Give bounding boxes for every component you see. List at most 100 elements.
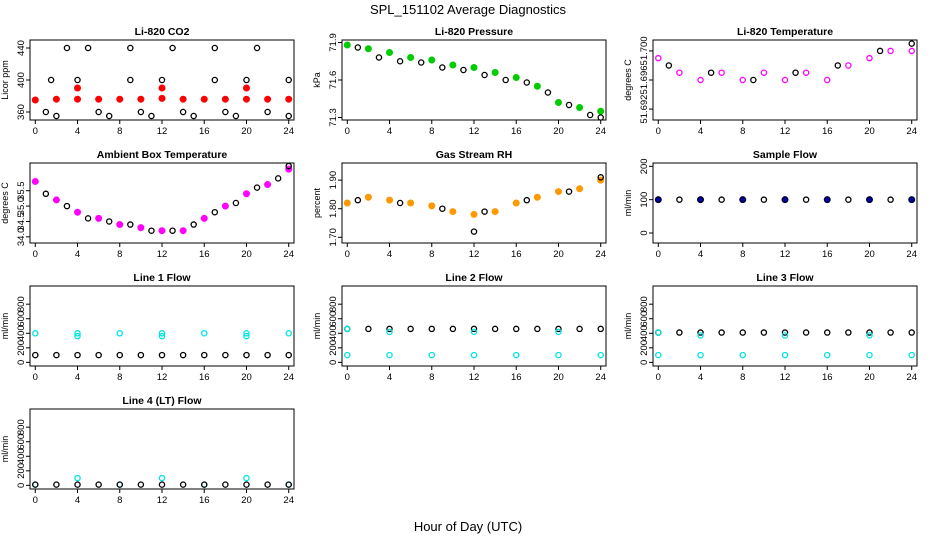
data-point xyxy=(127,76,134,84)
y-tick-label: 0 xyxy=(639,360,650,365)
plot-frame xyxy=(29,285,295,367)
data-point xyxy=(750,76,757,84)
data-point xyxy=(190,221,197,228)
data-point xyxy=(95,351,102,359)
x-tick-label: 24 xyxy=(595,249,606,260)
panel-title: Line 3 Flow xyxy=(756,272,814,284)
x-tick-label: 12 xyxy=(157,372,168,383)
series-2 xyxy=(344,325,604,359)
y-tick-label: 1.80 xyxy=(328,199,339,218)
y-tick-label: 0 xyxy=(16,360,27,365)
data-point xyxy=(386,196,394,204)
data-point xyxy=(449,61,457,69)
x-tick-label: 4 xyxy=(387,372,392,383)
panel-title: Li-820 Pressure xyxy=(435,26,513,38)
series-2 xyxy=(655,196,915,203)
data-point xyxy=(285,330,292,337)
data-point xyxy=(53,351,60,359)
y-tick-label: 600 xyxy=(328,311,339,327)
x-tick-label: 20 xyxy=(864,372,875,383)
data-point xyxy=(222,108,229,116)
data-point xyxy=(802,329,810,336)
data-point xyxy=(274,175,282,182)
data-point xyxy=(512,74,520,81)
series-1 xyxy=(42,44,292,120)
data-point xyxy=(908,351,915,359)
x-tick-label: 24 xyxy=(283,126,294,137)
plot-frame xyxy=(29,39,295,121)
data-point xyxy=(533,193,541,201)
y-axis-label: Licor ppm xyxy=(0,60,10,100)
data-point xyxy=(887,47,894,55)
series-2 xyxy=(354,44,604,121)
data-point xyxy=(74,76,81,84)
panel-1: Li-820 CO2 Licor ppm 0 4 8 12 16 20 24 360 400 440 xyxy=(0,26,295,137)
x-tick-label: 16 xyxy=(199,495,210,506)
data-point xyxy=(845,62,852,69)
plot-frame xyxy=(29,408,295,490)
x-tick-label: 8 xyxy=(429,372,434,383)
plot-frame xyxy=(341,162,607,244)
y-tick-label: 400 xyxy=(16,448,27,464)
data-point xyxy=(169,227,176,234)
y-tick-label: 71.6 xyxy=(328,71,339,90)
data-point xyxy=(243,332,250,340)
data-point xyxy=(211,76,219,84)
data-point xyxy=(502,76,509,84)
y-tick-label: 0 xyxy=(639,230,650,235)
x-tick-label: 4 xyxy=(75,126,80,137)
y-tick-label: 34.5 xyxy=(16,212,27,231)
data-point xyxy=(243,351,250,359)
panel-6: Sample Flow ml/min 0 4 8 12 16 20 24 0 100 200 xyxy=(623,149,918,260)
x-tick-label: 12 xyxy=(157,126,168,137)
data-point xyxy=(243,481,250,488)
y-tick-label: 35.5 xyxy=(16,181,27,200)
data-point xyxy=(565,188,573,195)
x-tick-label: 24 xyxy=(906,249,917,260)
panel-7: Line 1 Flow ml/min 0 4 8 12 16 20 24 0 20040060080… xyxy=(0,272,295,383)
data-point xyxy=(116,481,124,488)
data-point xyxy=(554,99,562,106)
y-tick-label: 51.696 xyxy=(639,65,650,94)
data-point xyxy=(179,95,187,103)
x-tick-label: 8 xyxy=(429,249,434,260)
data-point xyxy=(470,325,478,333)
plot-frame xyxy=(652,285,918,367)
x-tick-label: 8 xyxy=(740,126,745,137)
series-1 xyxy=(343,41,605,115)
x-tick-label: 8 xyxy=(740,249,745,260)
data-point xyxy=(439,64,446,71)
data-point xyxy=(887,329,894,336)
data-point xyxy=(597,174,604,181)
x-tick-label: 8 xyxy=(117,126,122,137)
data-point xyxy=(739,329,747,336)
y-tick-label: 100 xyxy=(639,192,650,208)
y-tick-label: 200 xyxy=(639,158,650,174)
x-tick-label: 20 xyxy=(241,372,252,383)
data-point xyxy=(697,196,704,203)
x-tick-label: 4 xyxy=(75,372,80,383)
data-point xyxy=(127,44,134,52)
y-axis-label: percent xyxy=(312,187,322,218)
y-tick-label: 200 xyxy=(16,340,27,356)
data-point xyxy=(449,208,457,216)
x-tick-label: 20 xyxy=(241,249,252,260)
x-tick-label: 16 xyxy=(511,372,522,383)
x-tick-label: 0 xyxy=(656,126,661,137)
data-point xyxy=(74,351,81,359)
y-tick-label: 71.3 xyxy=(328,108,339,127)
y-tick-label: 200 xyxy=(328,340,339,356)
y-tick-label: 35.0 xyxy=(16,197,27,216)
data-point xyxy=(253,184,261,191)
data-point xyxy=(32,351,39,359)
x-tick-label: 0 xyxy=(345,126,350,137)
x-tick-label: 4 xyxy=(75,249,80,260)
data-point xyxy=(264,108,271,116)
data-point xyxy=(105,218,113,225)
data-point xyxy=(908,329,915,336)
panel-title: Li-820 CO2 xyxy=(135,26,190,38)
data-point xyxy=(285,162,292,170)
data-point xyxy=(47,76,55,84)
data-point xyxy=(285,76,292,84)
data-point xyxy=(565,101,573,109)
